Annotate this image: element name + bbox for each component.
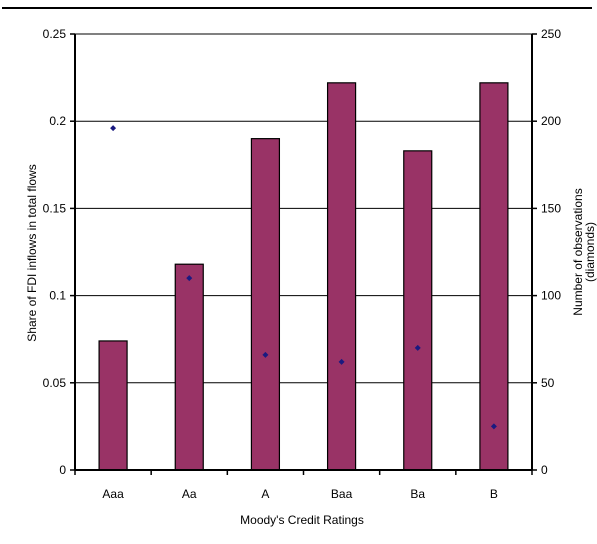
right-tick-label: 0 [541, 463, 548, 477]
bar-aa [174, 263, 204, 471]
right-tick-labels: 0 50 100 150 200 250 [541, 27, 561, 477]
y-axis-title: Share of FDI inflows in total flows [25, 164, 39, 341]
observation-point-b [490, 423, 497, 430]
left-tick-label: 0.1 [49, 289, 66, 303]
x-tick-label: Aa [182, 487, 197, 501]
left-tick-label: 0.2 [49, 114, 66, 128]
bar-baa [326, 82, 357, 471]
bars [98, 82, 509, 471]
left-tick-label: 0 [59, 463, 66, 477]
scatter-points [110, 125, 497, 430]
observation-point-baa [338, 358, 345, 365]
left-tick-label: 0.25 [43, 27, 67, 41]
y2-axis-title-line1: Number of observations [571, 188, 585, 315]
observation-point-a [262, 351, 269, 358]
right-tick-label: 200 [541, 114, 561, 128]
x-tick-labels: Aaa Aa A Baa Ba B [102, 487, 498, 501]
y2-axis-title: Number of observations (diamonds) [571, 188, 597, 315]
bar-aaa [98, 340, 128, 471]
x-tick-label: Baa [331, 487, 353, 501]
gridlines [75, 33, 532, 384]
observation-point-aaa [110, 125, 117, 132]
y2-axis-title-line2: (diamonds) [583, 222, 597, 282]
x-axis-title: Moody's Credit Ratings [240, 513, 364, 527]
bar-a [250, 138, 281, 471]
left-tick-label: 0.05 [43, 376, 67, 390]
observation-point-aa [186, 275, 193, 282]
right-tick-label: 250 [541, 27, 561, 41]
left-tick-label: 0.15 [43, 201, 67, 215]
observation-point-ba [414, 344, 421, 351]
right-tick-label: 150 [541, 201, 561, 215]
axes [70, 33, 537, 475]
right-tick-label: 100 [541, 289, 561, 303]
x-tick-label: B [490, 487, 498, 501]
x-tick-label: A [261, 487, 269, 501]
left-tick-labels: 0 0.05 0.1 0.15 0.2 0.25 [43, 27, 67, 477]
right-tick-label: 50 [541, 376, 555, 390]
x-tick-label: Aaa [102, 487, 124, 501]
bar-b [479, 82, 509, 471]
x-tick-label: Ba [410, 487, 425, 501]
bar-ba [403, 150, 433, 471]
